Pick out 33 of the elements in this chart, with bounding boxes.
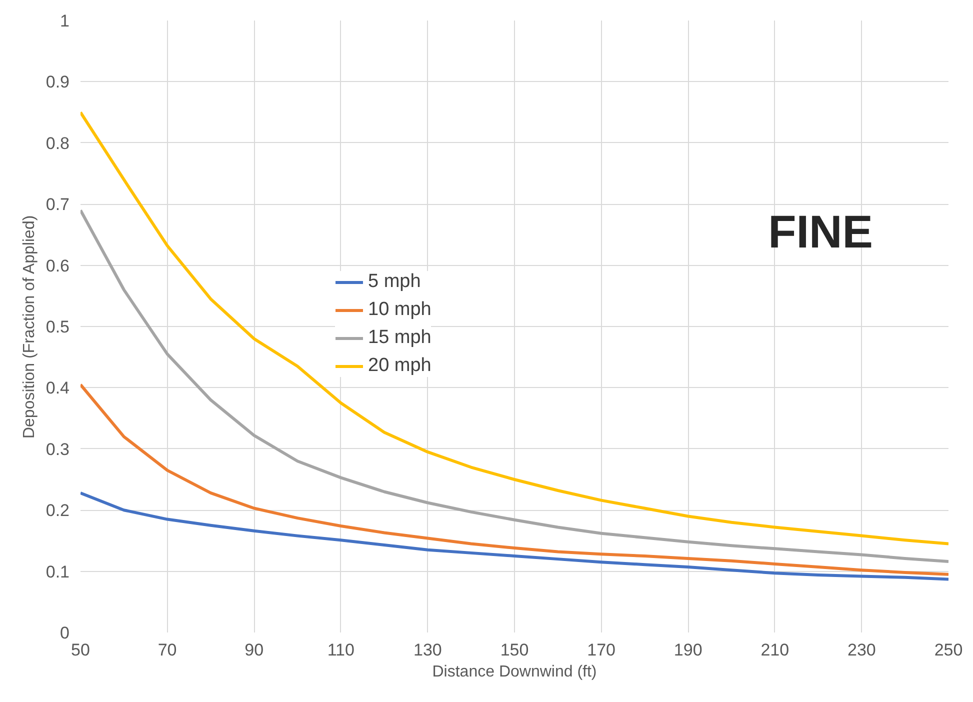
legend-label: 10 mph	[368, 299, 432, 321]
line-series	[80, 208, 948, 564]
y-tick-label: 0.3	[46, 440, 70, 459]
x-tick-label: 190	[674, 640, 702, 660]
legend-label: 20 mph	[368, 355, 432, 377]
legend-label: 15 mph	[368, 327, 432, 349]
x-tick-label: 210	[760, 640, 790, 660]
x-tick-label: 110	[327, 640, 354, 660]
x-axis-title: Distance Downwind (ft)	[432, 664, 597, 680]
x-tick-label: 250	[934, 640, 963, 660]
y-tick-label: 0.5	[46, 318, 70, 336]
y-tick-label: 1	[60, 12, 70, 30]
y-tick-label: 0.2	[46, 501, 70, 520]
x-tick-label: 230	[848, 640, 876, 660]
y-tick-label: 0.6	[46, 256, 70, 276]
x-tick-label: 90	[244, 640, 264, 660]
x-tick-label: 170	[587, 640, 616, 660]
y-tick-label: 0.4	[46, 378, 70, 398]
x-tick-label: 130	[414, 640, 442, 660]
line-series	[80, 110, 948, 546]
line-series	[80, 383, 948, 576]
x-tick-label: 50	[71, 640, 90, 660]
annotation: FINE	[768, 206, 873, 258]
y-tick-label: 0	[60, 624, 70, 642]
legend-label: 5 mph	[368, 271, 421, 293]
y-tick-label: 0.7	[46, 195, 70, 214]
y-tick-label: 0.1	[46, 562, 70, 582]
y-tick-label: 0.8	[46, 134, 70, 153]
y-axis-title: Deposition (Fraction of Applied)	[20, 215, 38, 439]
line-series	[80, 491, 948, 581]
x-tick-label: 70	[158, 640, 177, 660]
x-tick-label: 150	[500, 640, 529, 660]
y-tick-label: 0.9	[46, 72, 70, 92]
